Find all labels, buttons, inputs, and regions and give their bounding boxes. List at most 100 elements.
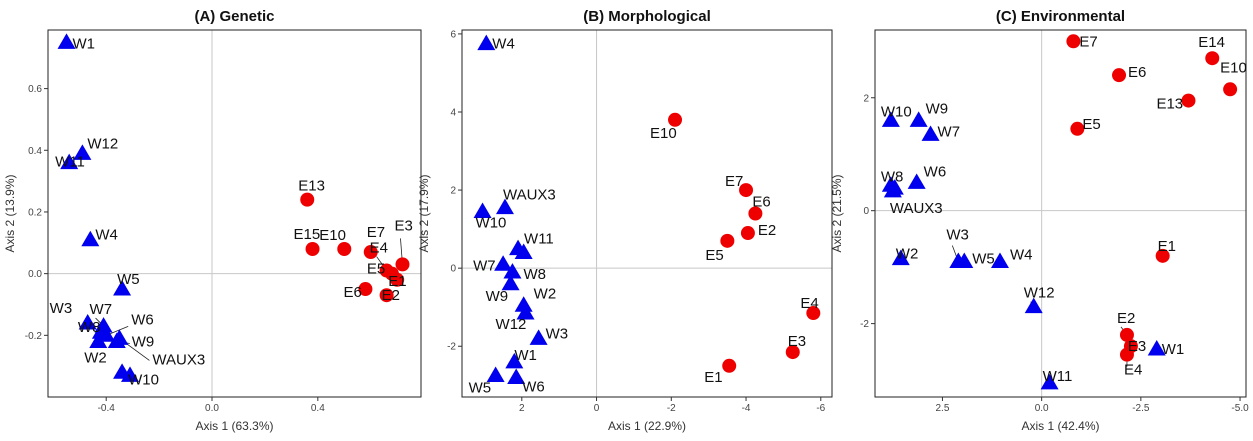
data-point-e2: [740, 226, 755, 241]
data-point-e7: [739, 183, 754, 198]
y-axis-label: Axis 2 (21.5%): [830, 174, 844, 252]
point-label-e3: E3: [788, 333, 806, 350]
y-tick-label: -2: [447, 342, 456, 353]
data-point-w5: [955, 252, 974, 268]
x-tick-label: -2.5: [1132, 403, 1150, 414]
plot-frame: [874, 29, 1247, 398]
point-label-w1: W1: [73, 35, 96, 52]
point-label-w10: W10: [881, 103, 912, 120]
point-label-e10: E10: [319, 227, 346, 244]
data-point-e13: [1181, 93, 1196, 108]
data-point-w11: [1040, 373, 1059, 390]
point-label-w1: W1: [1162, 341, 1185, 358]
y-tick-label: 0.2: [28, 207, 42, 218]
point-label-w8: W8: [881, 168, 904, 185]
point-label-waux3: WAUX3: [152, 351, 205, 368]
data-point-w6: [97, 326, 116, 342]
point-label-w7: W7: [938, 123, 961, 140]
x-axis-label: Axis 1 (63.3%): [195, 419, 273, 433]
point-label-waux3: WAUX3: [503, 187, 556, 204]
data-point-w1: [1147, 340, 1166, 356]
point-label-w1: W1: [514, 347, 537, 364]
data-point-w12: [73, 144, 92, 160]
y-tick-label: -0.2: [25, 331, 43, 342]
panel-3: (C) Environmental 2.5 0.0 -2.5 -5.0 -2 0 2 Axis …: [830, 8, 1249, 433]
point-label-w4: W4: [1010, 246, 1032, 263]
data-point-e13: [300, 192, 315, 207]
y-tick-label: 4: [450, 107, 456, 118]
data-point-unlabeled: [121, 366, 140, 382]
data-point-waux3: [110, 329, 129, 345]
point-label-w11: W11: [524, 231, 554, 248]
point-label-e15: E15: [294, 226, 321, 243]
data-point-w3: [78, 313, 97, 330]
point-label-e2: E2: [382, 287, 400, 304]
point-label-e1: E1: [1158, 238, 1176, 255]
data-point-w1: [57, 33, 76, 49]
data-point-w5: [486, 366, 505, 383]
data-point-w11: [60, 153, 79, 170]
data-point-w9: [501, 274, 520, 291]
point-label-w5: W5: [972, 250, 995, 267]
point-label-e6: E6: [1128, 64, 1146, 81]
y-tick-label: 0: [863, 206, 869, 217]
point-label-e7: E7: [1079, 33, 1097, 50]
point-label-e1: E1: [388, 273, 406, 290]
data-point-e14: [1205, 51, 1220, 66]
data-point-e3: [395, 257, 410, 272]
data-point-e1: [722, 358, 737, 373]
data-point-e2: [379, 288, 394, 303]
point-label-w6: W6: [522, 378, 545, 395]
data-point-e2: [1119, 327, 1134, 342]
point-label-w8: W8: [523, 266, 546, 283]
data-point-e10: [1223, 82, 1238, 97]
point-label-e3: E3: [1128, 338, 1146, 355]
point-label-e2: E2: [758, 222, 776, 239]
point-label-w5: W5: [469, 380, 492, 397]
data-point-e10: [337, 241, 352, 256]
data-point-w7: [921, 125, 940, 141]
point-label-w6: W6: [131, 311, 154, 328]
x-axis-label: Axis 1 (42.4%): [1021, 419, 1099, 433]
point-label-w8: W8: [78, 319, 101, 336]
point-label-e1: E1: [704, 369, 722, 386]
point-label-w7: W7: [90, 301, 113, 318]
point-label-e4: E4: [800, 295, 818, 312]
data-point-w10: [881, 111, 900, 127]
point-label-w4: W4: [492, 36, 515, 53]
point-label-e3: E3: [394, 217, 412, 234]
data-point-w4: [990, 252, 1009, 268]
chart-title: (B) Morphological: [583, 8, 711, 25]
point-label-e6: E6: [752, 194, 770, 211]
y-tick-label: 6: [450, 29, 456, 40]
y-tick-label: -2: [860, 319, 869, 330]
x-tick-label: 2: [519, 403, 525, 414]
y-axis-label: Axis 2 (17.9%): [417, 174, 431, 252]
point-label-w2: W2: [534, 285, 557, 302]
data-point-e6: [358, 282, 373, 297]
data-point-e1: [1155, 248, 1170, 263]
data-point-w2: [891, 249, 910, 266]
point-label-w12: W12: [1024, 285, 1055, 302]
point-label-e6: E6: [343, 284, 361, 301]
data-point-e3: [785, 345, 800, 360]
data-point-w6: [907, 173, 926, 189]
data-point-e7: [363, 245, 378, 260]
data-point-e6: [1112, 68, 1127, 83]
point-label-w3: W3: [546, 325, 569, 342]
y-tick-label: 0.0: [28, 269, 42, 280]
point-label-e10: E10: [1220, 59, 1247, 76]
data-point-w5: [113, 280, 132, 296]
data-point-e4: [806, 306, 821, 321]
point-label-w7: W7: [473, 257, 496, 274]
data-point-e7: [1066, 34, 1081, 49]
x-axis-label: Axis 1 (22.9%): [608, 419, 686, 433]
plot-frame: [47, 29, 422, 398]
data-point-w4: [81, 230, 100, 247]
data-point-w9: [909, 111, 928, 127]
point-label-w3: W3: [50, 300, 72, 317]
point-label-w10: W10: [128, 371, 159, 388]
data-point-w7: [494, 255, 513, 271]
data-point-w10: [473, 202, 492, 219]
